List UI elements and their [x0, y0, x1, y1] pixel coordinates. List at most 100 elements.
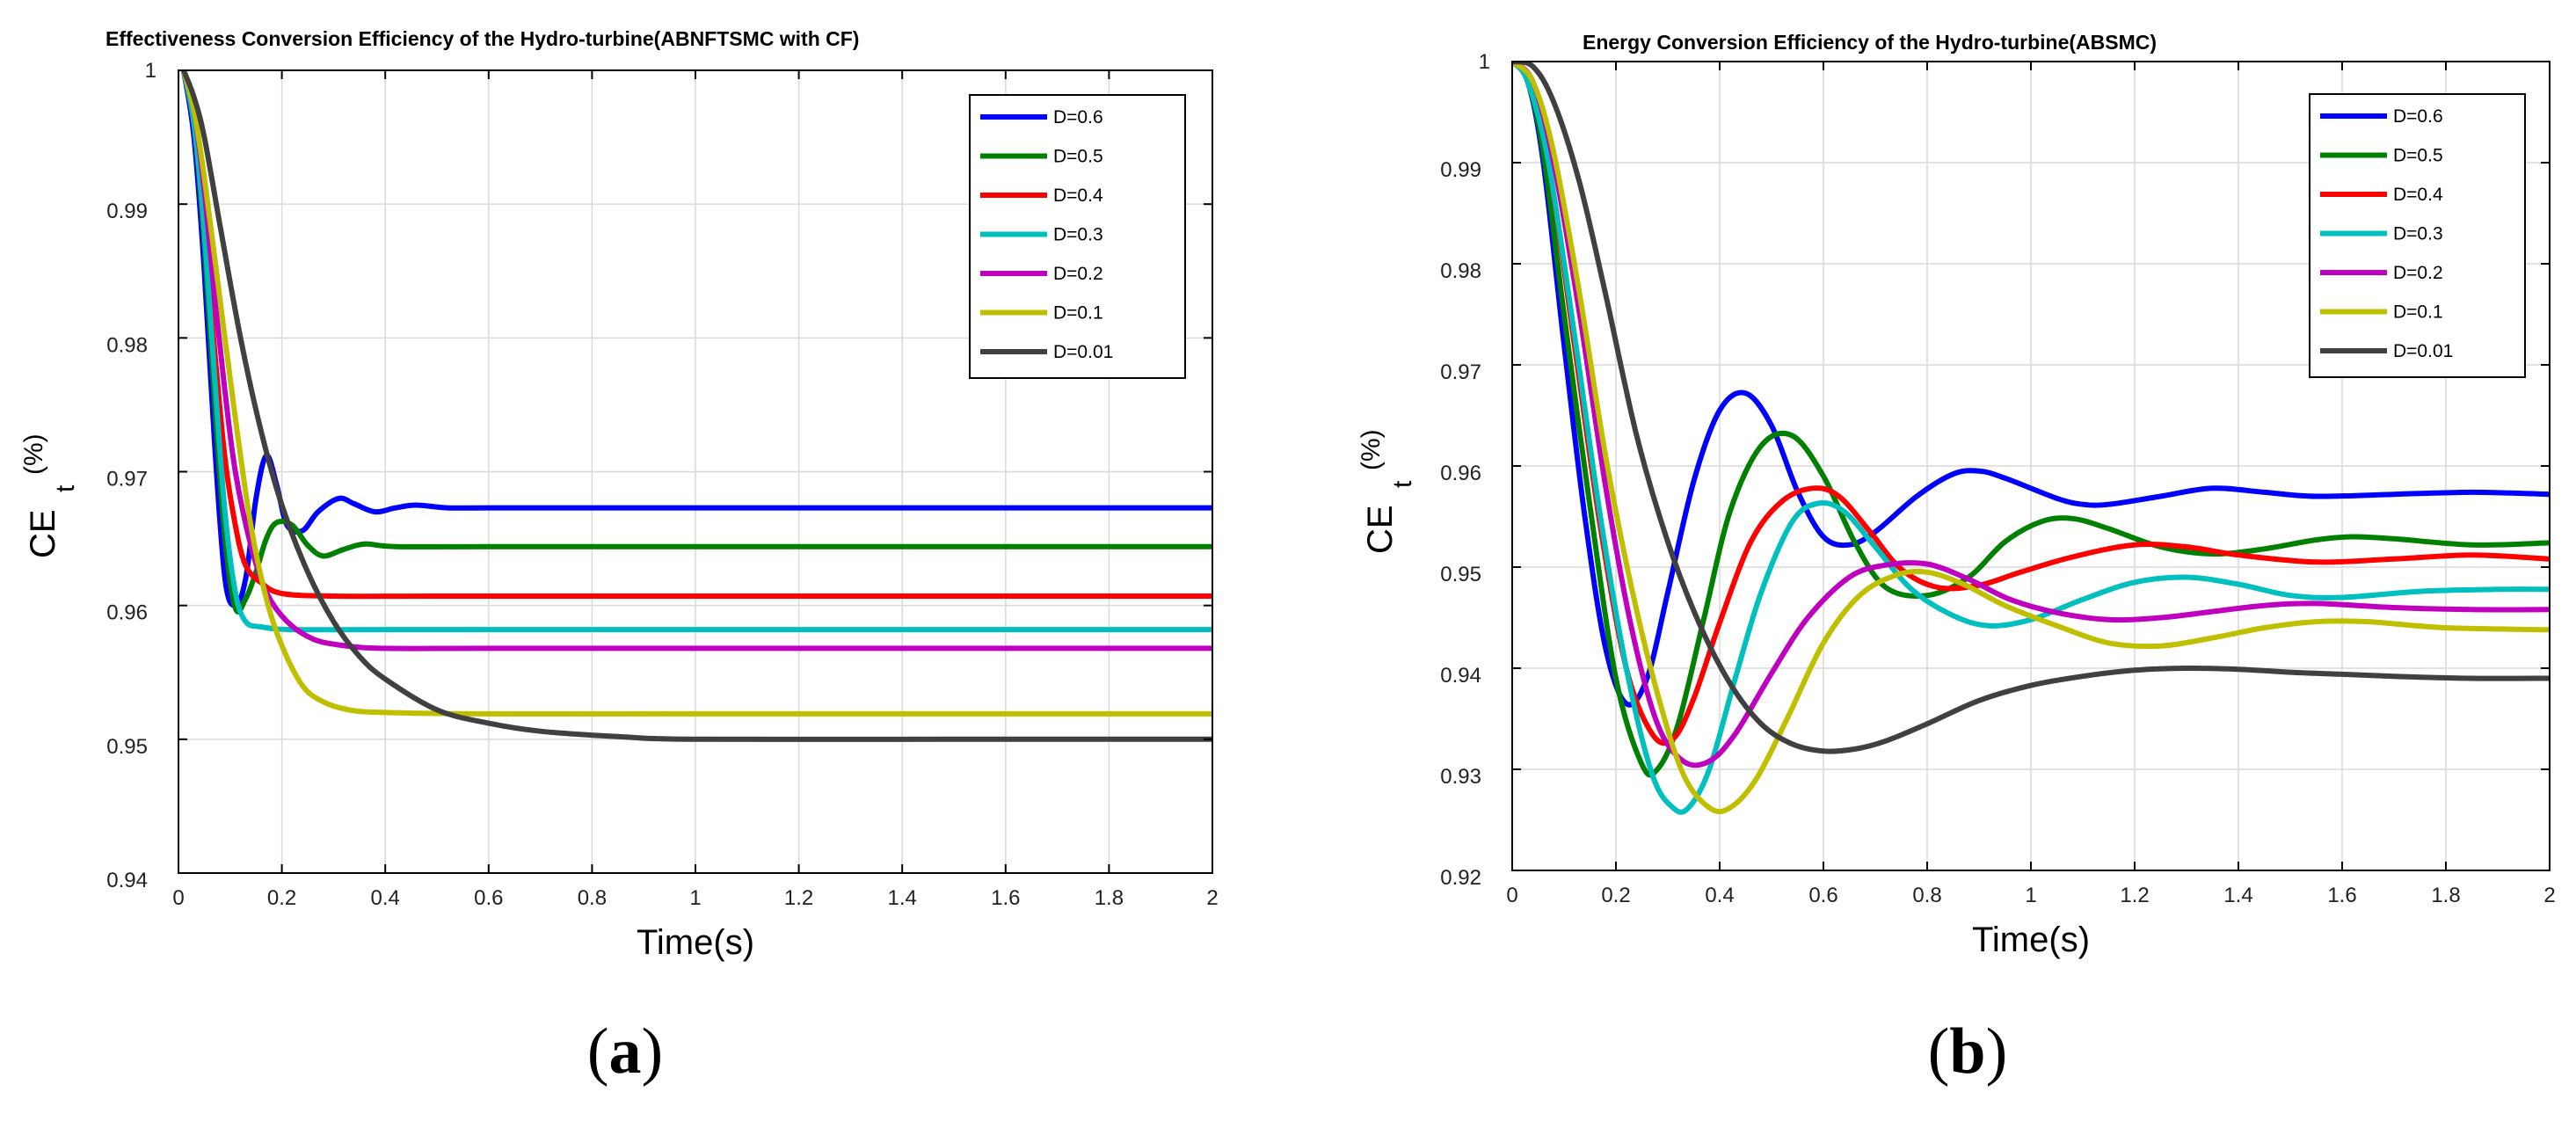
legend-item: D=0.6: [980, 107, 1103, 127]
x-tick-label: 1.6: [991, 886, 1020, 910]
legend-label: D=0.01: [2393, 341, 2453, 361]
y-axis-label-subscript: t: [51, 484, 80, 492]
series-line-d-0-1: [1512, 62, 2550, 815]
series-line-d-0-6: [180, 70, 1212, 608]
legend-label: D=0.1: [1053, 303, 1103, 324]
panel-close-paren: ): [642, 1015, 664, 1088]
x-tick-label: 1.2: [784, 886, 813, 910]
series-line-d-0-5: [1512, 62, 2550, 778]
chart-title: Effectiveness Conversion Efficiency of t…: [106, 27, 859, 50]
y-axis-label: CE t (%): [1357, 429, 1417, 554]
y-tick-label: 0.96: [1440, 462, 1481, 485]
x-tick-label: 0.6: [1808, 884, 1837, 907]
legend-label: D=0.6: [2393, 106, 2443, 127]
legend-item: D=0.1: [2320, 302, 2443, 323]
y-tick-label: 0.95: [106, 735, 148, 759]
series-line-d-0-1: [180, 70, 1212, 717]
legend-item: D=0.4: [980, 186, 1103, 206]
x-tick-label: 0.8: [578, 886, 607, 910]
x-tick-label: 1.6: [2327, 884, 2356, 907]
panel-label: (b): [1928, 1015, 2007, 1088]
legend-label: D=0.5: [1053, 147, 1103, 167]
y-tick-label: 0.98: [106, 333, 148, 357]
chart-b: Energy Conversion Efficiency of the Hydr…: [1357, 31, 2556, 1088]
y-tick-label: 0.92: [1440, 866, 1481, 890]
y-tick-label: 0.97: [106, 468, 148, 491]
x-tick-label: 2: [2543, 884, 2555, 907]
legend-label: D=0.3: [2393, 224, 2443, 244]
legend-item: D=0.1: [980, 303, 1103, 324]
x-tick-label: 1.4: [2223, 884, 2252, 907]
legend: D=0.6 D=0.5 D=0.4 D=0.3 D=0.2 D=0.1 D=0.01: [2309, 93, 2526, 378]
legend-item: D=0.5: [2320, 146, 2443, 166]
series-line-d-0-6: [1512, 62, 2550, 708]
series-line-d-0-01: [180, 70, 1212, 743]
series-line-d-0-2: [1512, 62, 2550, 768]
y-tick-label: 0.95: [1440, 563, 1481, 586]
legend-label: D=0.2: [1053, 264, 1103, 284]
y-tick-label: 0.94: [1440, 664, 1481, 688]
x-tick-label: 1.2: [2120, 884, 2149, 907]
y-axis-label: CE t (%): [19, 433, 80, 558]
chart-a: Effectiveness Conversion Efficiency of t…: [19, 27, 1219, 1088]
legend-label: D=0.5: [2393, 146, 2443, 166]
y-axis-label-subscript: t: [1388, 480, 1417, 488]
legend-item: D=0.3: [980, 225, 1103, 245]
legend-item: D=0.2: [980, 264, 1103, 284]
legend-label: D=0.4: [1053, 186, 1103, 206]
series-line-d-0-2: [180, 70, 1212, 651]
series-line-d-0-01: [1512, 62, 2550, 754]
legend-label: D=0.1: [2393, 302, 2443, 323]
y-axis-label-main: CE: [1361, 505, 1400, 554]
panel-letter: b: [1949, 1015, 1985, 1088]
x-tick-label: 0: [1506, 884, 1517, 907]
panel-open-paren: (: [587, 1015, 609, 1088]
x-tick-label: 0.2: [1601, 884, 1630, 907]
panel-letter: a: [609, 1015, 642, 1088]
x-axis-label: Time(s): [637, 923, 754, 962]
x-tick-label: 1: [689, 886, 701, 910]
x-tick-label: 2: [1206, 886, 1218, 910]
x-tick-label: 1.8: [2431, 884, 2460, 907]
series-group: [1512, 62, 2550, 815]
legend-item: D=0.4: [2320, 185, 2443, 205]
legend-item: D=0.6: [2320, 106, 2443, 127]
x-axis-label: Time(s): [1972, 921, 2090, 959]
legend-label: D=0.3: [1053, 225, 1103, 245]
series-line-d-0-3: [180, 70, 1212, 633]
panel-label: (a): [587, 1015, 663, 1088]
x-tick-label: 0.6: [474, 886, 503, 910]
y-tick-label: 1: [145, 59, 156, 83]
series-line-d-0-3: [1512, 62, 2550, 815]
legend-label: D=0.01: [1053, 342, 1113, 362]
y-axis-label-main: CE: [24, 509, 62, 558]
legend: D=0.6 D=0.5 D=0.4 D=0.3 D=0.2 D=0.1 D=0.01: [969, 94, 1186, 379]
x-tick-label: 0.8: [1912, 884, 1941, 907]
chart-title: Energy Conversion Efficiency of the Hydr…: [1583, 31, 2157, 54]
x-tick-label: 0.2: [267, 886, 296, 910]
y-tick-label: 0.93: [1440, 765, 1481, 789]
x-tick-label: 1: [2025, 884, 2036, 907]
x-tick-label: 0: [172, 886, 184, 910]
x-tick-label: 0.4: [1705, 884, 1734, 907]
x-tick-label: 0.4: [371, 886, 400, 910]
y-tick-label: 0.98: [1440, 259, 1481, 283]
y-tick-label: 0.99: [1440, 158, 1481, 182]
y-tick-label: 0.99: [106, 200, 148, 223]
y-axis-label-unit: (%): [1357, 429, 1386, 470]
x-tick-label: 1.4: [888, 886, 917, 910]
legend-item: D=0.5: [980, 147, 1103, 167]
legend-label: D=0.4: [2393, 185, 2443, 205]
y-tick-label: 0.96: [106, 601, 148, 625]
legend-item: D=0.3: [2320, 224, 2443, 244]
y-tick-label: 0.97: [1440, 360, 1481, 384]
y-tick-label: 0.94: [106, 869, 148, 892]
panel-close-paren: ): [1986, 1015, 2008, 1088]
panel-open-paren: (: [1928, 1015, 1950, 1088]
legend-item: D=0.2: [2320, 263, 2443, 283]
y-axis-label-unit: (%): [19, 433, 48, 475]
legend-item: D=0.01: [980, 342, 1113, 362]
y-tick-label: 1: [1479, 50, 1490, 74]
x-tick-label: 1.8: [1095, 886, 1124, 910]
